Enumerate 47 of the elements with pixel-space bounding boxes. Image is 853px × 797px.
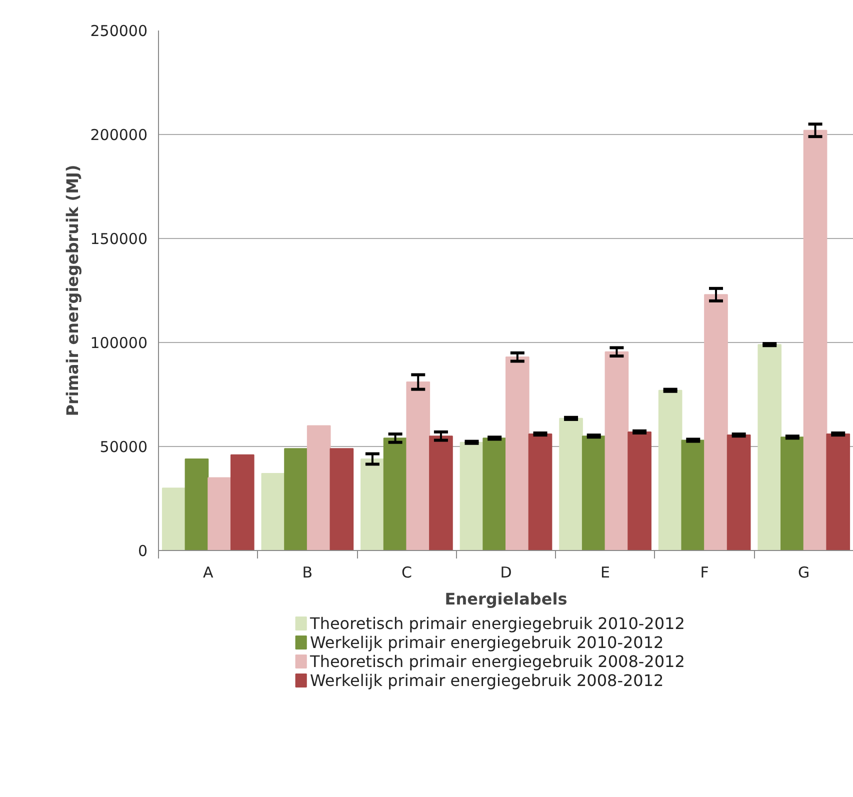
legend-label: Werkelijk primair energiegebruik 2010-2012 <box>310 633 664 652</box>
x-tick-label: B <box>302 564 313 582</box>
bar <box>162 488 186 550</box>
bar <box>604 351 629 550</box>
bar <box>658 390 682 550</box>
x-tick-label: A <box>203 564 214 582</box>
y-tick-label: 0 <box>138 542 148 560</box>
x-tick-label: D <box>500 564 512 582</box>
bar <box>681 440 706 550</box>
bar <box>826 434 850 550</box>
bar <box>758 344 782 550</box>
bar <box>460 442 484 550</box>
legend-label: Theoretisch primair energiegebruik 2008-2012 <box>309 652 685 671</box>
y-tick-label: 150000 <box>90 230 148 248</box>
bar <box>306 425 331 550</box>
bar <box>780 436 804 550</box>
legend-label: Theoretisch primair energiegebruik 2010-2012 <box>309 614 685 633</box>
bar <box>726 434 751 550</box>
legend-label: Werkelijk primair energiegebruik 2008-2012 <box>310 671 664 690</box>
y-tick-label: 250000 <box>90 22 148 40</box>
bar <box>506 356 530 550</box>
bar <box>559 418 583 550</box>
x-tick-label: G <box>798 564 810 582</box>
bar <box>330 448 354 550</box>
bar <box>406 382 430 550</box>
bar <box>383 438 408 550</box>
bar <box>803 130 828 550</box>
bar <box>184 458 209 550</box>
x-tick-label: F <box>700 564 709 582</box>
y-axis-title: Primair energiegebruik (MJ) <box>63 164 82 416</box>
y-tick-label: 100000 <box>90 334 148 352</box>
y-tick-label: 200000 <box>90 126 148 144</box>
x-tick-label: C <box>401 564 412 582</box>
bar <box>528 434 552 550</box>
bar <box>208 477 232 550</box>
bar <box>628 431 652 550</box>
bar <box>582 436 606 550</box>
bar <box>261 473 286 550</box>
x-axis-title: Energielabels <box>444 590 568 608</box>
bar <box>429 436 453 550</box>
x-tick-label: E <box>600 564 610 582</box>
bar <box>482 438 506 550</box>
bar <box>360 458 384 550</box>
y-tick-label: 50000 <box>100 438 148 456</box>
bar <box>230 454 254 550</box>
bar <box>284 448 308 550</box>
bar <box>704 294 728 550</box>
